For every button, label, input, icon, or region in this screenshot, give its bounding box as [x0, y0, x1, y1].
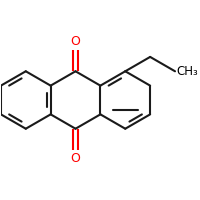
Text: CH₃: CH₃	[177, 65, 198, 78]
Text: O: O	[71, 152, 80, 165]
Text: O: O	[71, 35, 80, 48]
